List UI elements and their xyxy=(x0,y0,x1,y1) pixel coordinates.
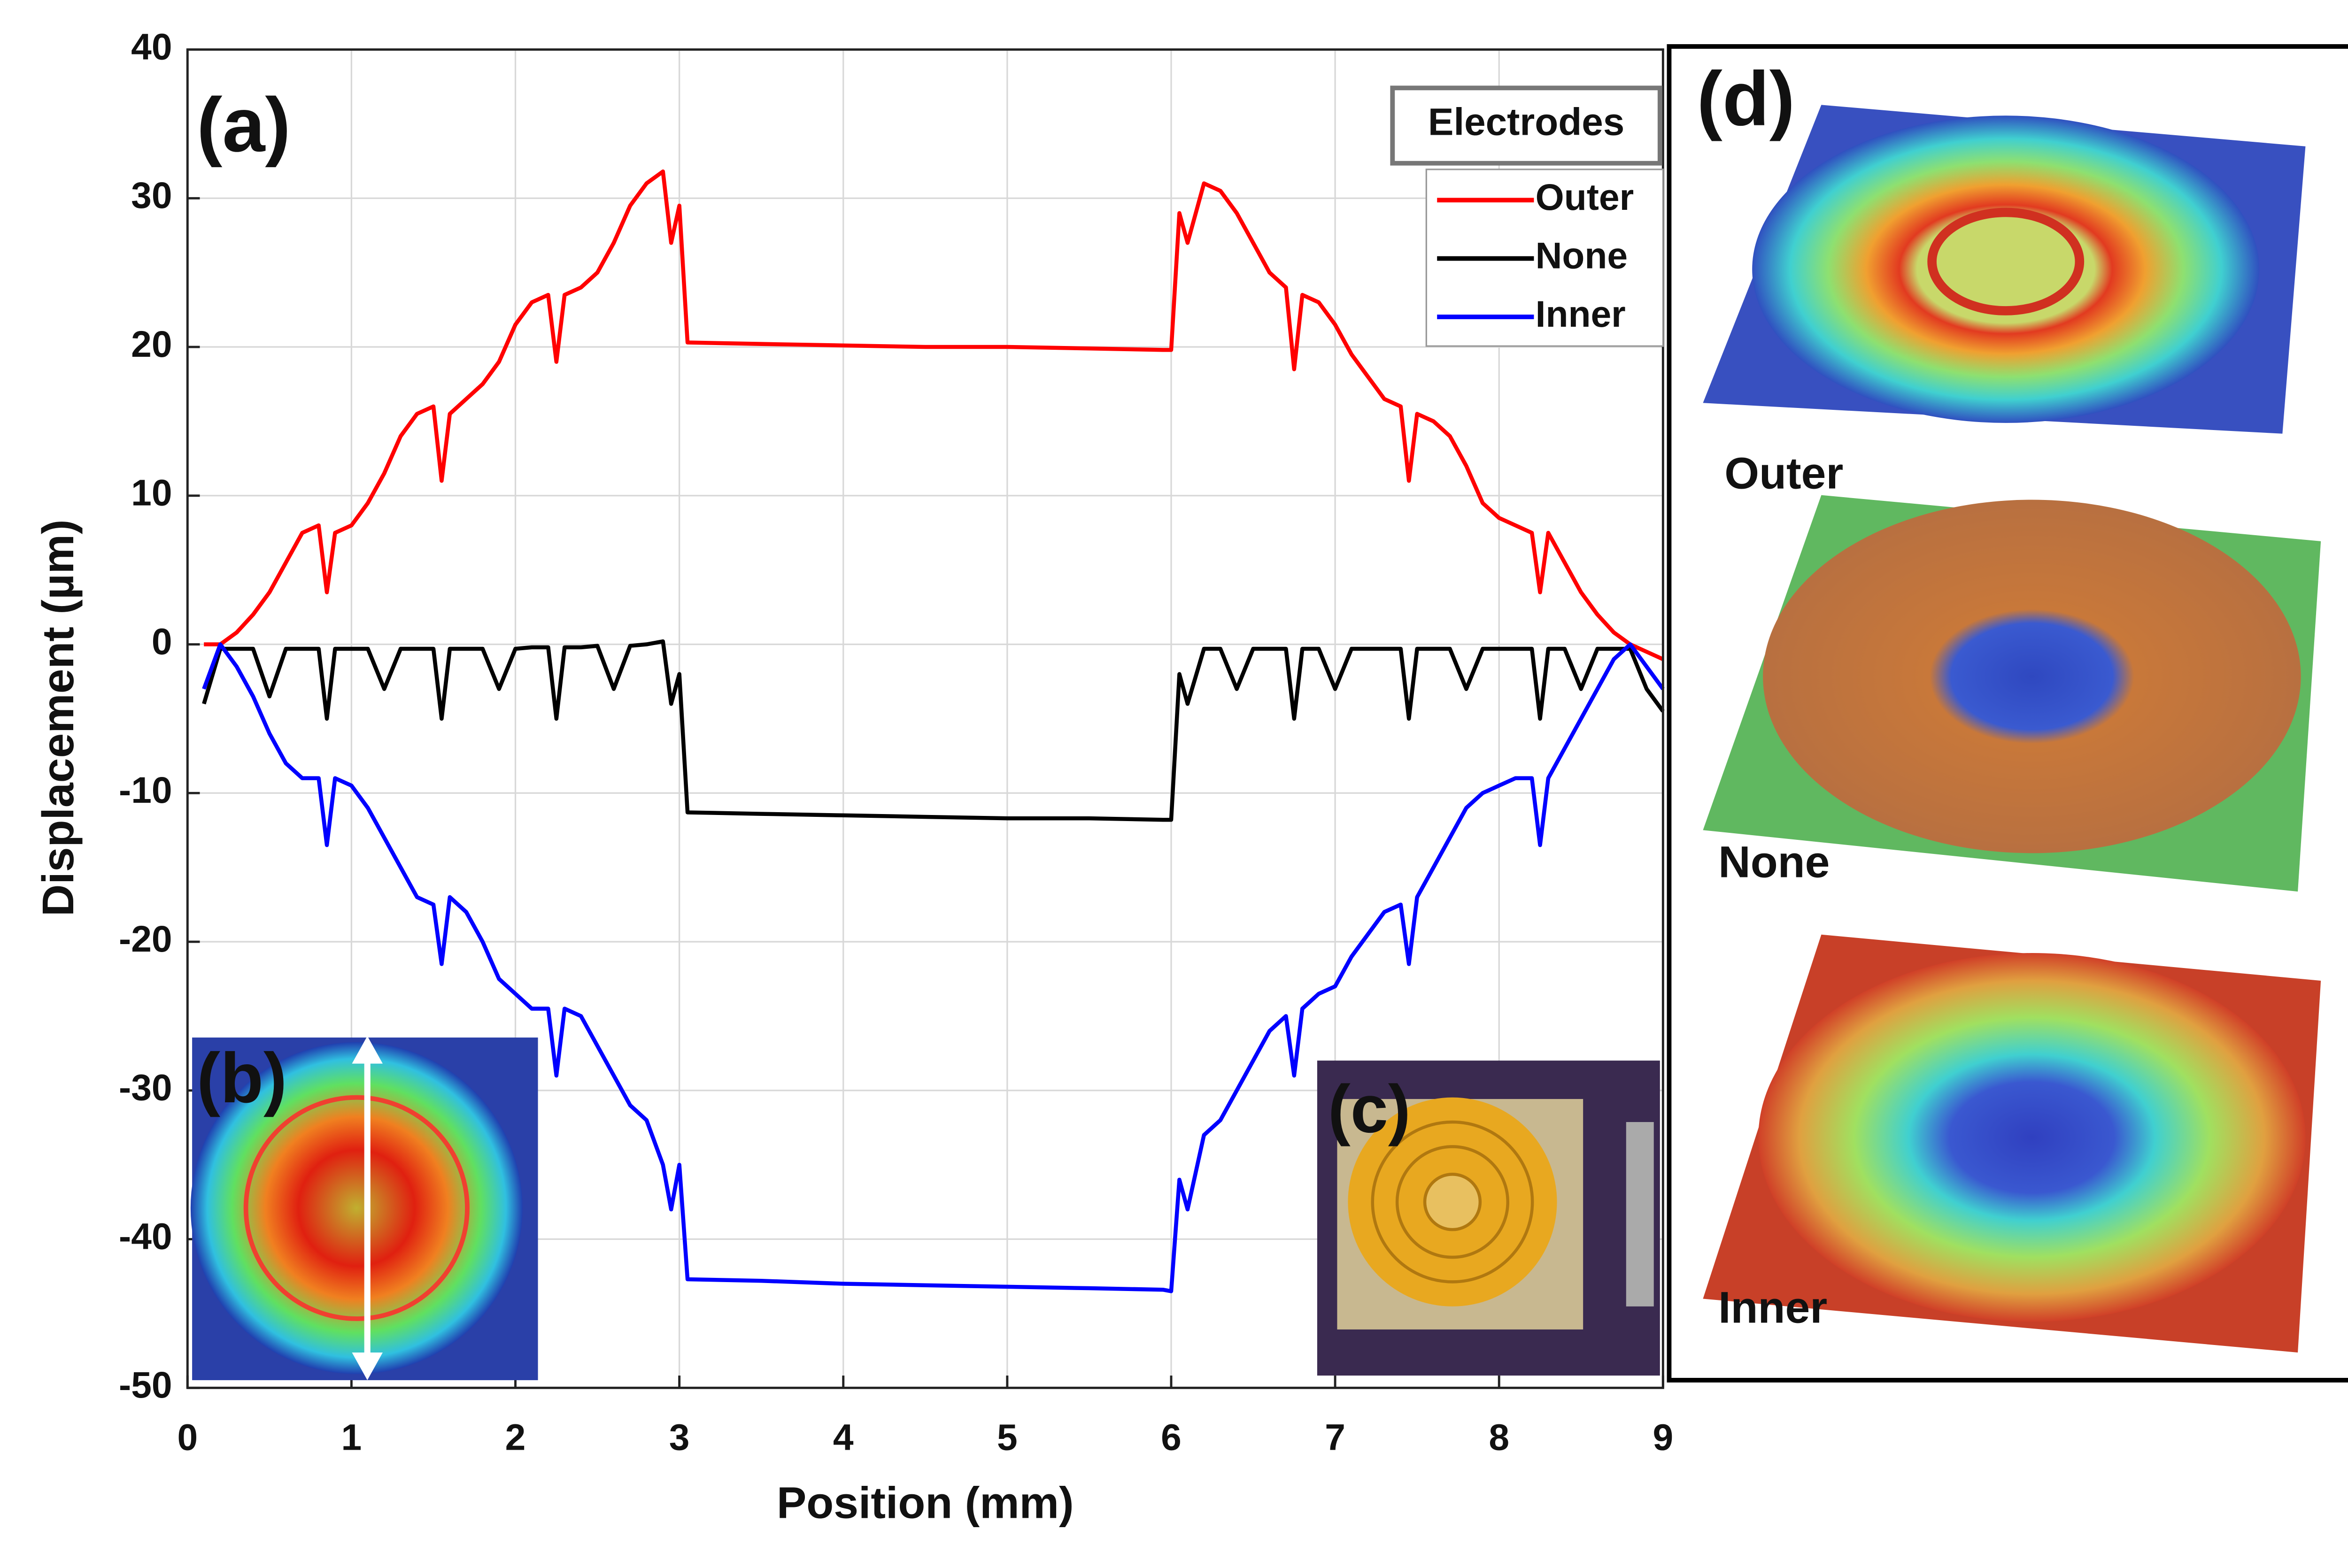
inset-label: None xyxy=(1718,838,1830,887)
inset-c-center xyxy=(1423,1173,1482,1231)
inset-c-connector xyxy=(1626,1122,1654,1307)
panel-d: Outer None Inner (d) xyxy=(1667,44,2348,1383)
inset-label: Outer xyxy=(1724,448,1843,498)
x-tick-label: 5 xyxy=(997,1416,1018,1458)
inset-b-arrowhead xyxy=(352,1352,383,1380)
device-center-outer xyxy=(1927,208,2085,315)
legend-label: Outer xyxy=(1536,177,1634,218)
legend-title-box xyxy=(1390,85,1662,166)
inset-c-ring xyxy=(1371,1120,1534,1284)
plot-frame xyxy=(186,48,1664,1389)
x-tick-label: 7 xyxy=(1325,1416,1345,1458)
x-tick-label: 3 xyxy=(669,1416,690,1458)
inset-label: Inner xyxy=(1718,1283,1827,1333)
y-tick-label: 40 xyxy=(131,26,172,67)
y-tick-label: -10 xyxy=(119,769,172,811)
y-tick-label: 10 xyxy=(131,472,172,514)
panel-label: (a) xyxy=(197,82,291,168)
y-tick-label: 0 xyxy=(152,621,172,662)
legend: Outer None Inner xyxy=(1437,177,1634,335)
x-tick-label: 6 xyxy=(1161,1416,1182,1458)
x-tick-label: 1 xyxy=(341,1416,362,1458)
series-line xyxy=(204,169,1664,661)
inset-b: (b) xyxy=(190,1036,538,1380)
y-tick-label: -20 xyxy=(119,918,172,960)
x-tick-label: 4 xyxy=(833,1416,854,1458)
x-tick-label: 0 xyxy=(177,1416,198,1458)
inset-b-heatmap xyxy=(190,1042,523,1374)
inset-b-arrowhead xyxy=(352,1036,383,1064)
y-tick-label: 30 xyxy=(131,175,172,216)
x-tick-label: 8 xyxy=(1489,1416,1509,1458)
x-tick-label: 2 xyxy=(505,1416,526,1458)
device-heatmap-none xyxy=(1763,500,2301,853)
device-heatmap-inner xyxy=(1758,953,2306,1322)
inset-b-ring xyxy=(243,1095,470,1321)
y-tick-label: -50 xyxy=(119,1364,172,1406)
y-axis-label: Displacement (µm) xyxy=(33,519,83,916)
y-tick-label: 20 xyxy=(131,323,172,365)
x-axis-label: Position (mm) xyxy=(777,1478,1074,1528)
y-tick-label: -30 xyxy=(119,1067,172,1108)
x-tick-label: 9 xyxy=(1653,1416,1673,1458)
inset-c: (c) xyxy=(1317,1061,1660,1376)
y-tick-label: -40 xyxy=(119,1215,172,1257)
legend-title: Electrodes xyxy=(1428,101,1624,144)
legend-label: Inner xyxy=(1536,293,1626,335)
legend-label: None xyxy=(1536,235,1628,276)
series-line xyxy=(202,639,1665,822)
inset-c-ring xyxy=(1395,1145,1510,1259)
panel-label: (c) xyxy=(1328,1071,1411,1147)
series-line xyxy=(202,642,1665,1293)
panel-label: (d) xyxy=(1697,56,1795,142)
panel-label: (b) xyxy=(197,1038,287,1117)
